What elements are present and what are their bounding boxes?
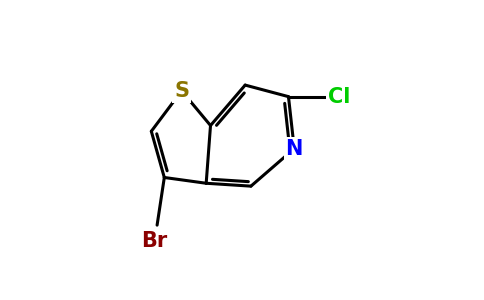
Text: Cl: Cl — [328, 87, 350, 106]
Text: N: N — [286, 139, 303, 159]
Text: S: S — [174, 81, 189, 101]
Text: Br: Br — [141, 231, 167, 251]
